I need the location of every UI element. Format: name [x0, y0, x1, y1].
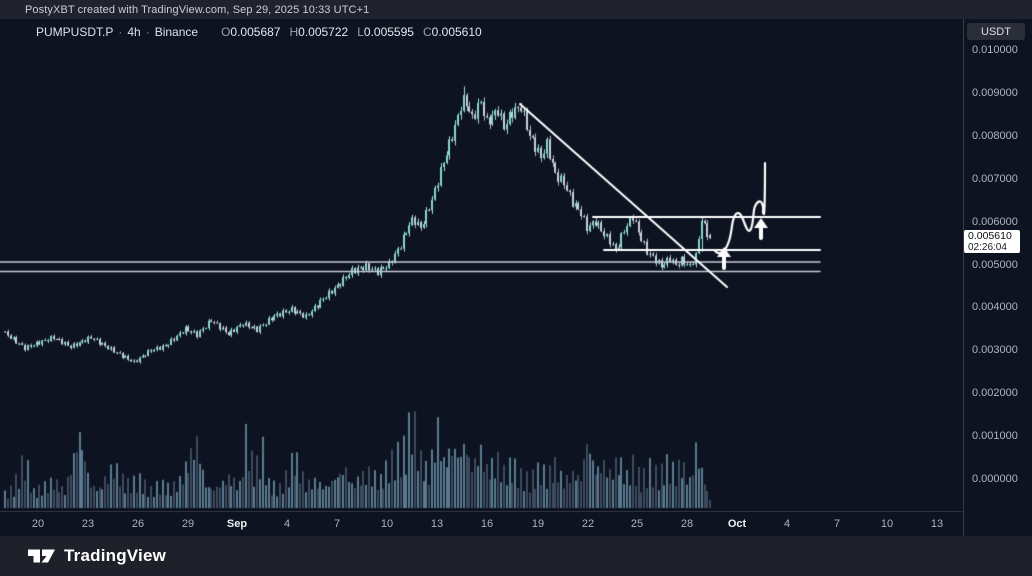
price-tick-label: 0.008000 [972, 129, 1018, 142]
exchange-label[interactable]: Binance [154, 25, 199, 39]
tradingview-logo[interactable]: TradingView [28, 546, 166, 566]
legend-separator: · [118, 25, 123, 39]
time-axis-label: 7 [833, 518, 841, 530]
ohlc-value: 0.005595 [363, 25, 414, 39]
price-tick-label: 0.009000 [972, 86, 1018, 99]
ohlc-letter: L [357, 25, 364, 39]
ohlc-value: 0.005687 [230, 25, 281, 39]
attribution-bar: PostyXBT created with TradingView.com, S… [0, 0, 1032, 20]
time-axis-label: 25 [630, 518, 644, 530]
time-axis-label: 13 [430, 518, 444, 530]
footer-bar: TradingView [0, 536, 1032, 576]
time-axis-label: 19 [531, 518, 545, 530]
price-tick-label: 0.004000 [972, 301, 1018, 314]
price-chart-canvas[interactable] [0, 19, 963, 512]
price-tick-label: 0.007000 [972, 172, 1018, 185]
time-axis-label: 10 [880, 518, 894, 530]
ohlc-letter: C [422, 25, 432, 39]
price-axis[interactable]: USDT 0.010000 0.009000 0.008000 0.007000 0.0… [963, 19, 1032, 536]
ohlc-letter: O [221, 25, 231, 39]
ohlc-values: O0.005687 H0.005722 L0.005595 C0.005610 [212, 25, 482, 39]
ohlc-value: 0.005722 [298, 25, 349, 39]
price-tick-label: 0.001000 [972, 430, 1018, 443]
currency-toggle-usdt[interactable]: USDT [967, 23, 1025, 40]
time-axis-label: 4 [783, 518, 791, 530]
time-axis-label: 4 [283, 518, 291, 530]
time-axis-label: 13 [930, 518, 944, 530]
ohlc-value: 0.005610 [431, 25, 482, 39]
price-tick-label: 0.002000 [972, 387, 1018, 400]
time-axis-label: Sep [226, 518, 248, 530]
time-axis-label: 22 [581, 518, 595, 530]
time-axis-label: 7 [333, 518, 341, 530]
time-axis-label: 29 [181, 518, 195, 530]
legend-separator: · [145, 25, 150, 39]
price-tick-label: 0.005000 [972, 258, 1018, 271]
price-tick-label: 0.006000 [972, 215, 1018, 228]
bar-countdown: 02:26:04 [968, 242, 1007, 254]
price-tick-label: 0.000000 [972, 473, 1018, 485]
last-price-value: 0.005610 [968, 230, 1012, 243]
attribution-text: PostyXBT created with TradingView.com, S… [25, 3, 370, 16]
symbol-legend: PUMPUSDT.P · 4h · Binance O0.005687 H0.005722 L… [36, 25, 482, 39]
time-axis-label: 23 [81, 518, 95, 530]
time-axis-label: 26 [131, 518, 145, 530]
price-tick-label: 0.003000 [972, 344, 1018, 357]
interval-label[interactable]: 4h [127, 25, 141, 39]
time-axis-label: 28 [680, 518, 694, 530]
time-axis-label: 20 [31, 518, 45, 530]
tradingview-logo-icon [28, 549, 55, 563]
ohlc-letter: H [289, 25, 299, 39]
time-axis-label: 10 [380, 518, 394, 530]
time-axis[interactable]: 20 23 26 29 Sep 4 7 10 13 16 19 22 25 28 Oct 4 7 10 13 [0, 511, 963, 537]
time-axis-label: Oct [727, 518, 747, 530]
last-price-label: 0.005610 02:26:04 [964, 230, 1020, 254]
price-tick-label: 0.010000 [972, 44, 1018, 56]
tradingview-logo-text: TradingView [64, 546, 167, 565]
time-axis-label: 16 [480, 518, 494, 530]
chart-area[interactable]: PUMPUSDT.P · 4h · Binance O0.005687 H0.005722 L… [0, 19, 963, 536]
symbol-name[interactable]: PUMPUSDT.P [36, 25, 114, 39]
